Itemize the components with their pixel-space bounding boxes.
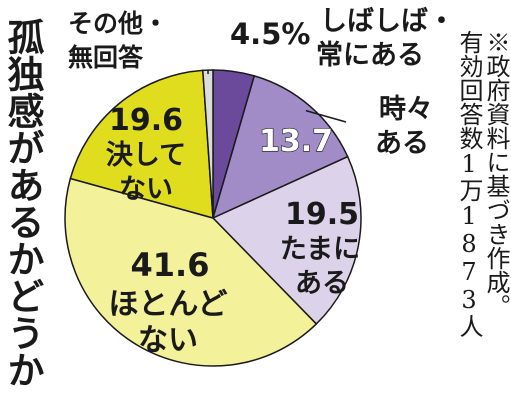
source-note-line-1: ※政府資料に基づき作成。 [482, 30, 510, 318]
pie-slice-occasionally [211, 155, 362, 326]
category-label-often-2: 常にある [316, 40, 424, 71]
pie-slice-sometimes [211, 74, 349, 220]
data-label-occasionally: 19.5 [285, 197, 359, 232]
leader-line-sometimes [305, 109, 347, 123]
chart-title: 孤独感があるかどうか [1, 18, 44, 388]
category-label-never-2: ない [119, 174, 173, 205]
data-label-sometimes: 13.7 [259, 124, 333, 159]
category-label-rarely-1: ほとんど [108, 287, 227, 322]
category-label-never-1: 決して [106, 140, 186, 171]
pie-slices [64, 69, 362, 367]
pie-slice-never [69, 69, 214, 220]
category-label-other-1: その他・ [68, 9, 168, 38]
data-label-often: 4.5% [230, 17, 310, 51]
data-label-rarely: 41.6 [131, 246, 210, 284]
category-label-other-2: 無回答 [68, 43, 144, 72]
pie-slice-rarely [64, 177, 318, 367]
data-label-never: 19.6 [109, 103, 183, 138]
category-label-often-1: しばしば・ [320, 6, 455, 37]
source-note-line-2: 有効回答数1万1873人 [455, 30, 483, 338]
pie-labels: 4.5% しばしば・常にある13.7時々ある19.5たまにある41.6ほとんどない… [68, 6, 455, 358]
category-label-sometimes-2: ある [375, 128, 429, 159]
pie-leaders [207, 70, 347, 123]
category-label-occasionally-2: ある [295, 268, 349, 299]
category-label-sometimes-1: 時々 [379, 94, 433, 125]
category-label-occasionally-1: たまに [280, 234, 360, 265]
category-label-rarely-2: ない [138, 323, 198, 358]
